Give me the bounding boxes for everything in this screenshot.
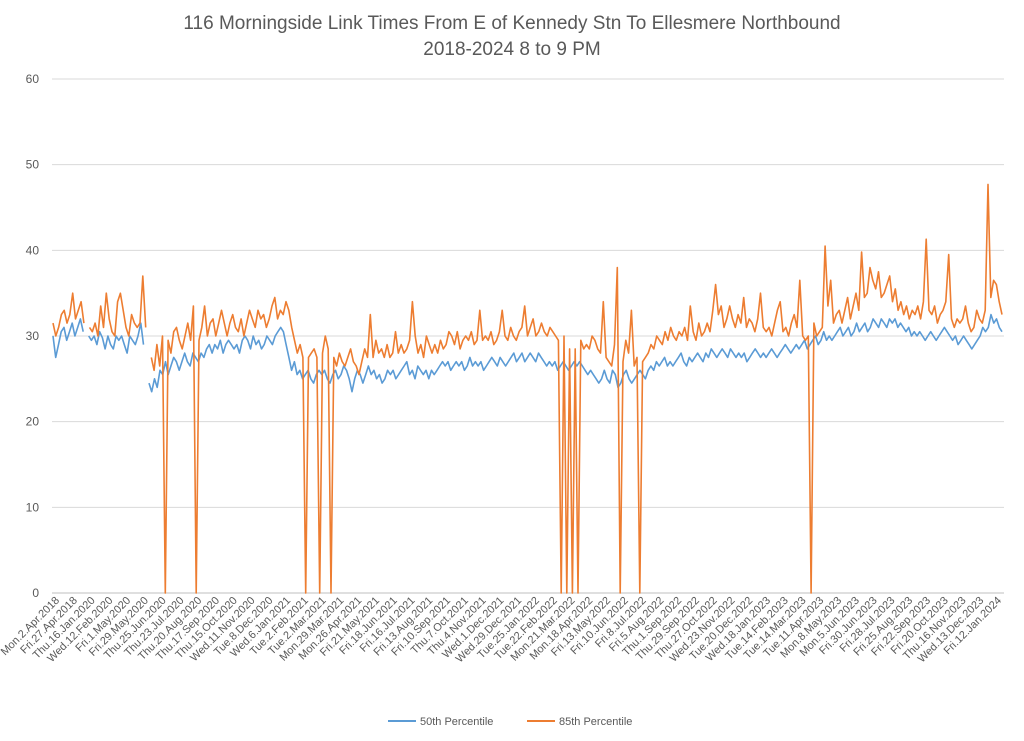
y-tick-label: 60 [26,72,40,86]
chart-title: 116 Morningside Link Times From E of Ken… [183,13,840,34]
y-axis-ticks: 0 10 20 30 40 50 60 [26,72,40,600]
y-tick-label: 20 [26,415,40,429]
y-tick-label: 40 [26,243,40,257]
legend: 50th Percentile 85th Percentile [388,716,632,728]
y-tick-label: 10 [26,500,40,514]
series-line-85th-percentile [52,183,1003,594]
gridlines [52,78,1004,594]
series-lines [52,183,1003,594]
series-line-50th-percentile [52,313,1003,393]
legend-label-85th: 85th Percentile [559,716,632,728]
y-tick-label: 30 [26,329,40,343]
legend-label-50th: 50th Percentile [420,716,493,728]
chart-subtitle: 2018-2024 8 to 9 PM [423,39,600,60]
x-axis-ticks: Mon.2.Apr.2018Fri.27.Apr.2018Thu.16.Jan.… [0,595,1004,666]
y-tick-label: 50 [26,158,40,172]
y-tick-label: 0 [32,586,39,600]
